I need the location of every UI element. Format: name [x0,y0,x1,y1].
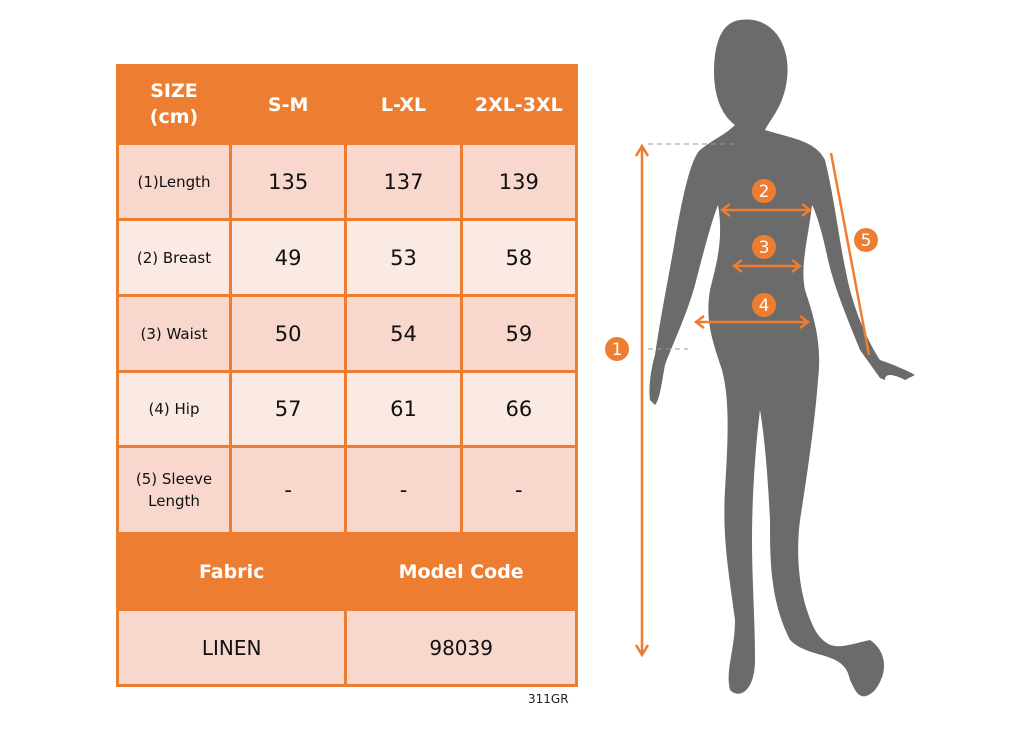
marker-label: 1 [612,340,623,360]
cell: 137 [344,142,463,221]
row-label: (2) Breast [116,218,232,297]
cell: 58 [459,218,579,297]
cell: 66 [459,370,579,448]
cell: 57 [228,370,348,448]
size-header: SIZE (cm) [116,64,232,145]
model-code-header: Model Code [344,532,578,611]
body-silhouette [649,19,915,697]
table-row: (3) Waist 50 54 59 [116,294,579,373]
size-column-header: L-XL [344,64,463,145]
marker-5 [854,228,878,252]
row-label: (1)Length [116,142,232,221]
marker-2 [752,179,776,203]
guide-lines [648,143,735,350]
measurement-diagram: 1 2 3 4 5 [605,19,915,697]
marker-label: 2 [759,182,770,202]
cell: 135 [228,142,348,221]
marker-label: 4 [759,296,770,316]
marker-4 [752,293,776,317]
table-row: (4) Hip 57 61 66 [116,370,579,448]
cell: 53 [344,218,463,297]
row-label: (5) Sleeve Length [116,445,232,535]
fabric-header: Fabric [115,532,348,611]
marker-1 [605,337,629,361]
cell: - [228,445,348,535]
cell: 139 [459,142,579,221]
cell: 54 [344,294,463,373]
marker-label: 3 [759,238,770,258]
cell: 61 [344,370,463,448]
table-row: (5) Sleeve Length - - - [116,445,579,535]
cell: - [459,445,579,535]
table-row: (2) Breast 49 53 58 [116,218,579,297]
row-label: (3) Waist [116,294,232,373]
marker-3 [752,235,776,259]
cell: 50 [228,294,348,373]
product-code: 311GR [528,692,569,706]
size-chart-table: SIZE (cm) S-M L-XL 2XL-3XL (1)Length 135… [115,64,579,687]
row-label: (4) Hip [116,370,232,448]
size-column-header: 2XL-3XL [459,64,579,145]
measurement-lines [634,143,871,658]
cell: - [344,445,463,535]
fabric-value: LINEN [115,608,348,687]
marker-badges [605,179,878,361]
model-code-value: 98039 [344,608,578,687]
cell: 59 [459,294,579,373]
size-column-header: S-M [228,64,348,145]
table-row: (1)Length 135 137 139 [116,142,579,221]
cell: 49 [228,218,348,297]
marker-label: 5 [861,231,872,251]
